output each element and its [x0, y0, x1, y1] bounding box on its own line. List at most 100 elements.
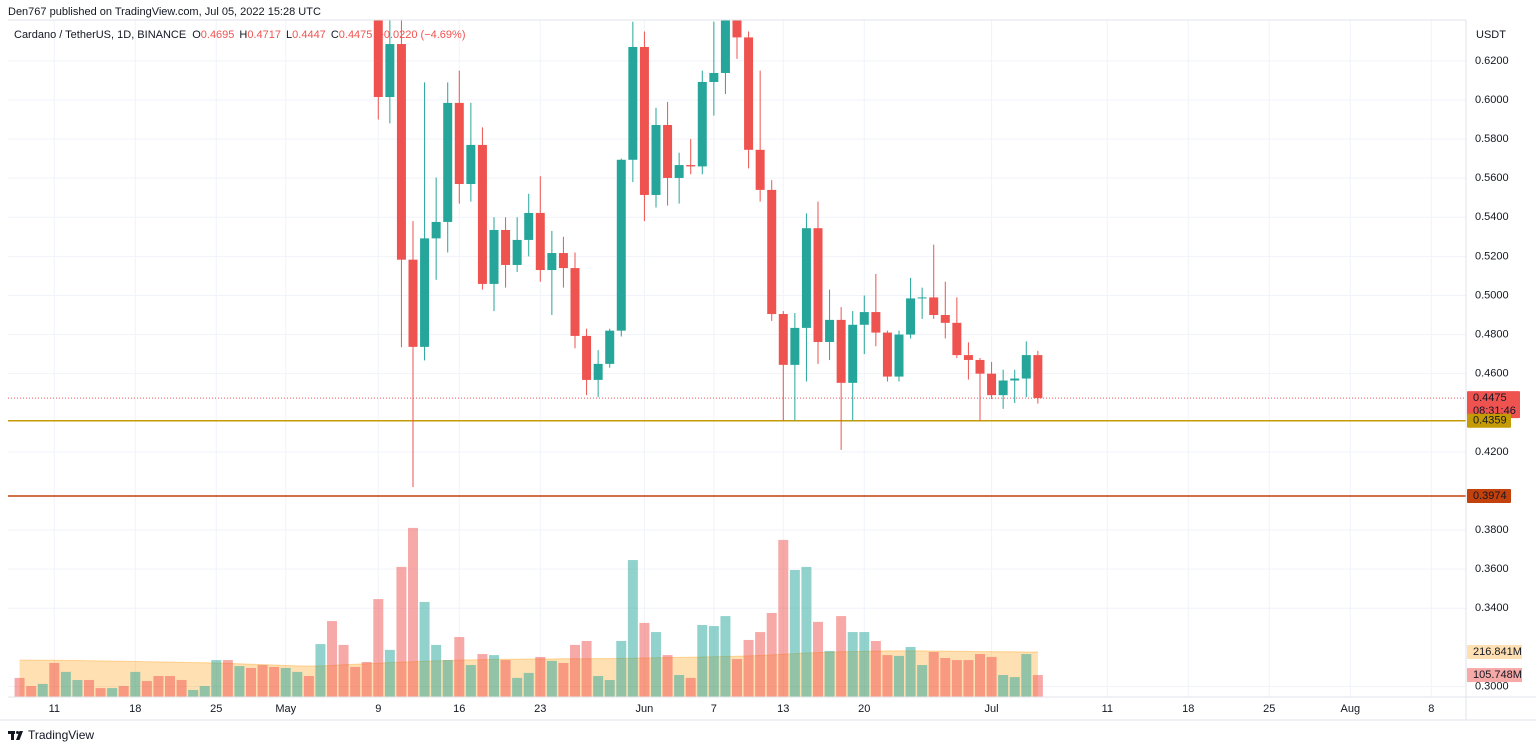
- volume-bar: [894, 655, 904, 697]
- volume-bar: [489, 655, 499, 697]
- volume-bar: [118, 686, 129, 697]
- candle-body: [547, 253, 557, 271]
- y-tick-label: 0.3000: [1475, 680, 1509, 692]
- ohlc-label: O: [192, 29, 201, 41]
- volume-last-label: 105.748M: [1473, 669, 1522, 681]
- candle-body: [639, 46, 649, 195]
- volume-bar: [315, 644, 326, 697]
- volume-bar: [60, 671, 71, 697]
- volume-bar: [685, 677, 696, 697]
- volume-bar: [1021, 654, 1032, 697]
- candle-body: [408, 259, 418, 347]
- x-tick-label: 7: [711, 703, 717, 715]
- candle-body: [454, 102, 464, 185]
- candle-body: [963, 355, 973, 360]
- volume-bar: [651, 632, 661, 697]
- volume-bar: [662, 655, 673, 697]
- candle-body: [466, 144, 476, 185]
- candle-body: [431, 221, 441, 239]
- volume-bar: [199, 686, 210, 697]
- candle-body: [813, 228, 823, 342]
- y-tick-label: 0.4600: [1475, 368, 1509, 380]
- volume-bar: [234, 666, 245, 697]
- candle-body: [385, 44, 395, 98]
- volume-bar: [442, 660, 453, 697]
- volume-bar: [882, 655, 893, 697]
- ohlc-label: L: [286, 29, 292, 41]
- candle-body: [940, 315, 950, 323]
- volume-bar: [49, 662, 60, 697]
- volume-bar: [222, 660, 233, 697]
- volume-bar: [153, 676, 164, 697]
- volume-bar: [951, 660, 962, 697]
- level-tag: [1467, 489, 1511, 504]
- legend: Cardano / TetherUS, 1D, BINANCE O0.4695 H0…: [14, 29, 466, 41]
- volume-last-tag: [1467, 668, 1522, 683]
- volume-bar: [558, 662, 569, 697]
- candle-body: [558, 253, 568, 269]
- candle-body: [975, 359, 985, 374]
- x-tick-label: 20: [858, 703, 870, 715]
- volume-bar: [523, 672, 534, 697]
- x-tick-label: 18: [129, 703, 141, 715]
- candle-body: [767, 189, 777, 315]
- volume-bar: [292, 671, 303, 697]
- volume-ma-tag: [1467, 645, 1522, 660]
- price-lines: [8, 397, 1466, 497]
- candle-body: [628, 46, 638, 160]
- volume-bar: [512, 677, 523, 697]
- volume-bar: [361, 661, 372, 697]
- volume-bar: [963, 660, 974, 697]
- x-tick-label: 25: [1263, 703, 1275, 715]
- candle-body: [778, 314, 788, 365]
- volume-bar: [408, 527, 418, 697]
- volume-bar: [396, 566, 407, 697]
- axis-unit: USDT: [1476, 29, 1506, 41]
- footer-brand: TradingView: [28, 728, 94, 742]
- volume-bar: [1009, 677, 1020, 697]
- candle-body: [755, 149, 765, 190]
- candle-body: [906, 298, 916, 335]
- candle-body: [952, 322, 962, 356]
- tradingview-logo: [8, 731, 23, 740]
- volume-bar: [280, 667, 291, 697]
- volume-bar: [813, 621, 823, 697]
- volume-bar: [755, 632, 766, 697]
- x-tick-label: 18: [1182, 703, 1194, 715]
- volume-bar: [743, 639, 754, 697]
- candle-body: [871, 312, 881, 333]
- volume-bar: [107, 688, 118, 697]
- candle-body: [929, 297, 939, 316]
- volume-bar: [859, 632, 870, 697]
- x-tick-label: 16: [453, 703, 465, 715]
- volume-bar: [870, 640, 881, 697]
- candle-body: [987, 373, 997, 396]
- volume-bar: [535, 656, 546, 697]
- volume-bar: [732, 659, 742, 697]
- x-tick-label: 23: [534, 703, 546, 715]
- volume-bar: [905, 646, 916, 697]
- volume-bar: [766, 612, 777, 697]
- candle-body: [1033, 355, 1043, 399]
- volume-bar: [327, 621, 337, 697]
- volume-bar: [801, 566, 812, 697]
- candle-body: [859, 312, 869, 325]
- volume-bar: [1032, 675, 1043, 697]
- volume-bar: [581, 640, 592, 697]
- candle-body: [998, 380, 1008, 396]
- y-tick-label: 0.5400: [1475, 211, 1509, 223]
- volume-bar: [26, 686, 37, 697]
- candle-body: [917, 297, 927, 299]
- candle-body: [373, 20, 383, 98]
- volume-bar: [465, 665, 476, 697]
- y-tick-label: 0.5800: [1475, 133, 1509, 145]
- volume-bar: [836, 616, 847, 697]
- volume-bar: [165, 676, 175, 697]
- volume-bar: [917, 665, 928, 697]
- x-tick-label: 25: [210, 703, 222, 715]
- candle-body: [524, 212, 534, 240]
- volume-bar: [697, 625, 708, 697]
- volume-bar: [847, 632, 858, 697]
- candle-body: [396, 44, 406, 260]
- ohlc-value: 0.4447: [292, 29, 326, 41]
